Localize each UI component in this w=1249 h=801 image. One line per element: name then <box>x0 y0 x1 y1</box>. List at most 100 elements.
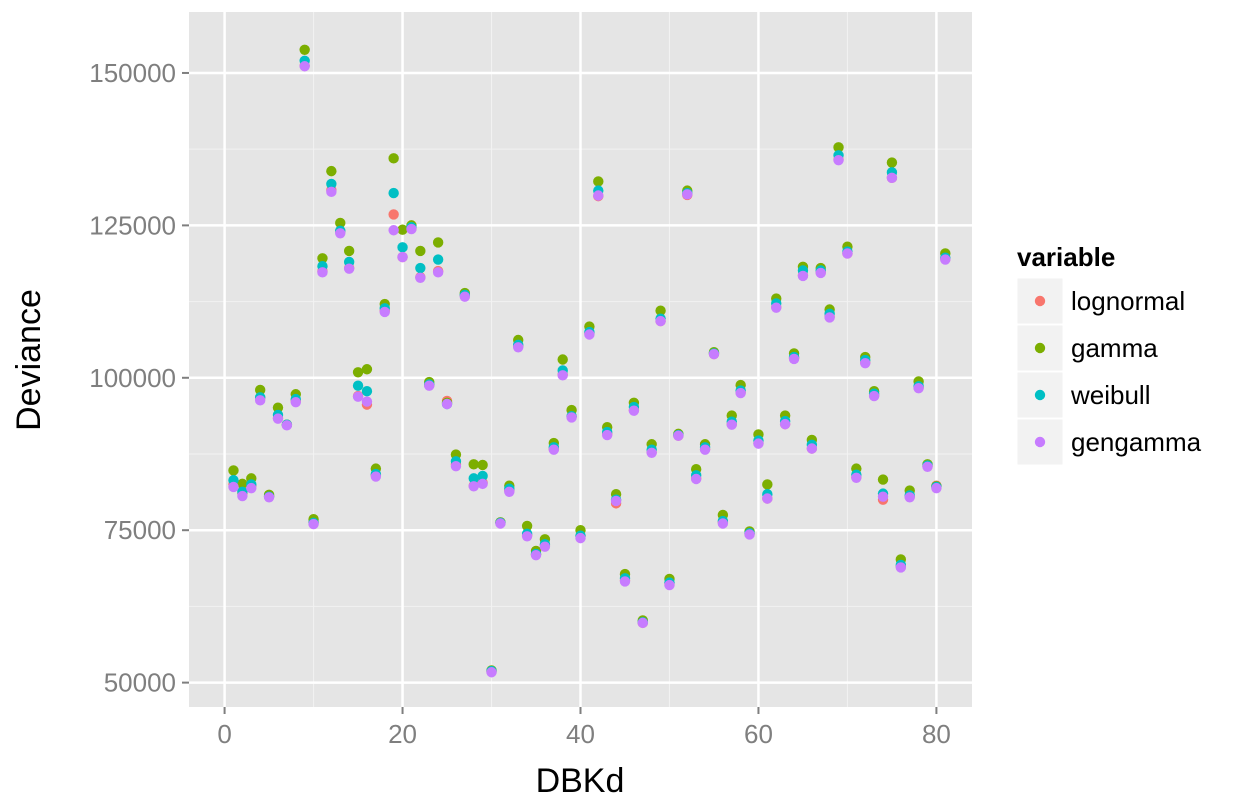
point-lognormal <box>388 209 399 220</box>
point-gengamma <box>566 412 577 423</box>
point-gengamma <box>842 248 853 259</box>
point-gengamma <box>495 518 506 529</box>
point-gengamma <box>735 387 746 399</box>
point-gengamma <box>343 263 355 274</box>
legend-swatch-gamma <box>1034 342 1046 354</box>
y-tick-label: 125000 <box>89 210 176 240</box>
point-gamma <box>432 237 444 248</box>
point-weibull <box>361 386 373 397</box>
x-axis-title: DBKd <box>536 762 625 800</box>
x-tick-label: 20 <box>388 719 417 749</box>
point-gengamma <box>272 413 284 424</box>
data-points <box>228 44 951 678</box>
point-gengamma <box>726 419 737 430</box>
legend-title: variable <box>1017 242 1115 272</box>
point-gengamma <box>806 443 818 454</box>
x-tick-label: 0 <box>217 719 231 749</box>
y-tick-label: 150000 <box>89 58 176 88</box>
point-gamma <box>326 165 337 177</box>
point-gamma <box>388 153 399 164</box>
point-gengamma <box>308 518 319 530</box>
point-gengamma <box>281 420 293 431</box>
point-gamma <box>877 474 889 485</box>
point-gengamma <box>797 270 809 282</box>
point-gengamma <box>326 186 337 198</box>
point-gamma <box>557 354 568 365</box>
legend-label-gamma: gamma <box>1071 333 1158 363</box>
x-tick-label: 40 <box>566 719 595 749</box>
legend-swatch-gengamma <box>1034 436 1046 448</box>
point-gamma <box>361 364 373 375</box>
point-gengamma <box>868 390 880 402</box>
point-gengamma <box>744 529 755 540</box>
point-weibull <box>352 380 364 391</box>
point-gengamma <box>646 447 657 458</box>
point-gamma <box>521 520 533 532</box>
point-gamma <box>272 402 284 413</box>
point-gengamma <box>753 438 764 449</box>
point-gengamma <box>637 617 648 629</box>
point-gengamma <box>922 461 933 472</box>
point-weibull <box>415 262 426 274</box>
point-gamma <box>762 479 773 490</box>
point-gengamma <box>779 418 791 430</box>
point-weibull <box>388 187 399 199</box>
legend-swatch-lognormal <box>1034 295 1046 307</box>
point-gamma <box>228 465 239 476</box>
axis-ticks: 0 20 40 60 80 50000 75000 100000 125000 150000 <box>89 58 951 749</box>
point-gengamma <box>459 291 471 302</box>
point-gengamma <box>361 396 373 407</box>
point-gengamma <box>548 444 560 455</box>
point-gamma <box>468 459 479 470</box>
point-gamma <box>415 245 426 257</box>
point-gengamma <box>699 444 711 455</box>
point-gengamma <box>317 267 328 278</box>
point-gengamma <box>254 395 266 406</box>
point-gengamma <box>397 251 408 263</box>
point-gengamma <box>486 667 497 678</box>
point-gengamma <box>335 228 346 239</box>
point-gengamma <box>851 472 862 483</box>
point-gengamma <box>468 481 479 492</box>
y-tick-label: 75000 <box>104 515 176 545</box>
point-gengamma <box>628 405 640 416</box>
y-tick-label: 50000 <box>104 668 176 698</box>
point-gamma <box>343 245 355 257</box>
point-weibull <box>326 178 337 190</box>
legend-label-lognormal: lognormal <box>1071 286 1185 316</box>
point-gengamma <box>406 223 417 235</box>
point-gengamma <box>824 312 835 323</box>
legend-swatch-weibull <box>1034 389 1046 401</box>
point-gengamma <box>228 481 239 493</box>
point-gengamma <box>415 272 426 284</box>
y-axis-title: Deviance <box>10 289 48 431</box>
point-gengamma <box>521 531 533 542</box>
point-weibull <box>432 254 444 265</box>
y-tick-label: 100000 <box>89 363 176 393</box>
point-gengamma <box>904 492 915 503</box>
point-gamma <box>477 459 488 471</box>
point-gengamma <box>601 429 613 441</box>
legend-label-weibull: weibull <box>1070 380 1151 410</box>
point-gengamma <box>263 492 275 503</box>
x-tick-label: 60 <box>744 719 773 749</box>
x-tick-label: 80 <box>922 719 951 749</box>
point-gengamma <box>762 493 773 504</box>
legend: variable lognormal gamma weibull gengamma <box>1016 242 1202 466</box>
point-gamma <box>317 253 328 264</box>
point-gengamma <box>388 225 399 236</box>
point-gengamma <box>593 190 604 201</box>
point-gengamma <box>673 430 684 441</box>
point-gengamma <box>717 518 729 529</box>
point-gengamma <box>450 460 462 472</box>
legend-key <box>1016 277 1064 325</box>
point-gengamma <box>513 342 524 353</box>
point-gamma <box>335 217 346 229</box>
point-gengamma <box>246 482 257 494</box>
point-weibull <box>468 473 479 484</box>
point-gengamma <box>352 391 364 402</box>
point-gengamma <box>833 154 844 166</box>
point-gengamma <box>886 172 898 184</box>
point-gengamma <box>664 579 675 591</box>
point-gengamma <box>557 370 568 381</box>
